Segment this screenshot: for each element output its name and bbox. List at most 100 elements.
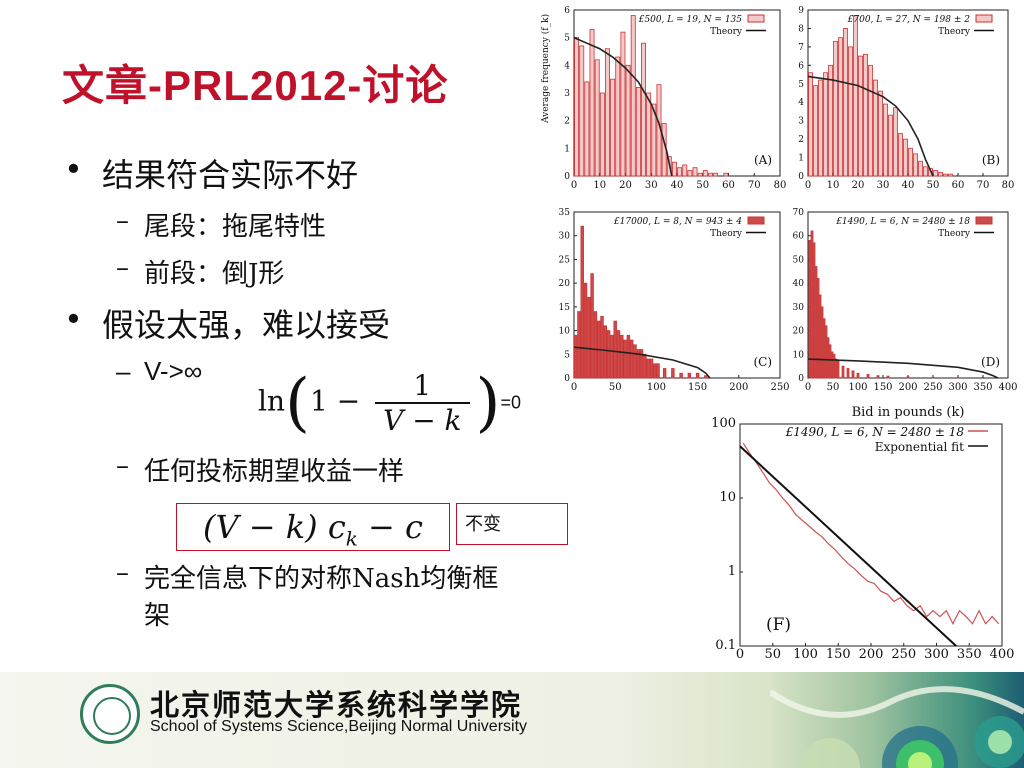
chart-2-bar xyxy=(633,344,637,379)
title-cn-2: 讨论 xyxy=(362,61,449,110)
chart-0-bar xyxy=(708,172,713,177)
chart-1-ytick-label: 8 xyxy=(798,24,804,34)
chart-0-xtick-label: 70 xyxy=(748,180,761,191)
formula-payoff-tail: − c xyxy=(357,508,423,546)
chart-0-xtick-label: 10 xyxy=(593,180,606,191)
chart-0-theory-line xyxy=(573,36,673,177)
chart-3-xtick-label: 100 xyxy=(848,382,867,393)
chart-0-bar xyxy=(702,170,708,177)
chart-2-bar xyxy=(679,372,683,379)
formula-payoff-sub: k xyxy=(345,526,358,551)
formula-minus: − xyxy=(336,384,361,418)
chart-0-xtick-label: 30 xyxy=(645,180,658,191)
chart-1-theory-line xyxy=(807,75,934,177)
chart-3-ytick-label: 40 xyxy=(793,279,805,289)
chart-0-bar xyxy=(594,59,600,177)
chart-2-ytick-label: 10 xyxy=(559,327,571,337)
chart-2-ytick-label: 5 xyxy=(564,350,570,360)
slide-title: 文章-PRL2012-讨论 xyxy=(62,52,448,113)
chart-2-legend-label: Theory xyxy=(710,229,743,239)
chart-1-bar xyxy=(933,170,938,177)
chart-3-xtick-label: 200 xyxy=(898,382,917,393)
sub-bullet-front: 前段：倒J形 xyxy=(64,253,504,290)
sub-bullet-tail: 尾段：拖尾特性 xyxy=(64,206,504,243)
chart-2-legend-swatch xyxy=(747,216,765,225)
chart-2-bar xyxy=(616,330,621,379)
chart-1-ytick-label: 1 xyxy=(798,154,804,164)
formula-fraction: 1 V − k xyxy=(375,369,470,437)
chart-2-ytick-label: 30 xyxy=(559,232,571,242)
chart-3-xlabel: Bid in pounds (k) xyxy=(852,405,965,420)
chart-4-xtick-label: 50 xyxy=(764,647,781,662)
chart-0-ytick-label: 0 xyxy=(564,172,570,182)
chart-3-bar xyxy=(851,370,855,379)
chart-1-xtick-label: 50 xyxy=(927,180,940,191)
chart-3-theory-line xyxy=(807,358,999,379)
chart-1-bar xyxy=(818,79,823,177)
chart-0-ytick-label: 1 xyxy=(564,144,570,154)
chart-0-ytick-label: 6 xyxy=(564,6,570,16)
formula-payoff: (V − k) ck − c xyxy=(176,503,450,551)
chart-0-bar xyxy=(646,92,652,177)
chart-3-ytick-label: 70 xyxy=(793,208,805,218)
formula-one: 1 xyxy=(309,384,328,418)
chart-2-bar xyxy=(687,372,692,379)
chart-3-bar xyxy=(876,375,880,379)
chart-1-bar xyxy=(948,173,953,177)
chart-1-panel-label: (B) xyxy=(982,153,1000,167)
chart-2-ytick-label: 0 xyxy=(564,374,570,384)
chart-4-series-1 xyxy=(739,445,957,647)
chart-0-bar xyxy=(589,28,595,177)
chart-3-bar xyxy=(886,375,890,379)
chart-2-ytick-label: 35 xyxy=(559,208,571,218)
chart-0-bar xyxy=(579,45,585,177)
chart-0-bar xyxy=(615,56,621,177)
chart-2-ytick-label: 25 xyxy=(559,255,571,265)
chart-2-bar xyxy=(656,363,660,379)
chart-3-bar xyxy=(866,374,870,379)
chart-1-bar xyxy=(833,40,838,177)
formula-note: 不变 xyxy=(456,503,568,545)
chart-4-xtick-label: 300 xyxy=(924,647,949,662)
chart-3-legend-swatch xyxy=(975,216,993,225)
sub-bullet-nash: 完全信息下的对称Nash均衡框架 xyxy=(64,558,504,632)
chart-2-bar xyxy=(613,320,617,379)
title-latin: -PRL2012- xyxy=(148,62,363,109)
chart-1-frame xyxy=(807,9,1009,177)
chart-2-xtick-label: 250 xyxy=(770,382,789,393)
chart-0-xtick-label: 50 xyxy=(696,180,709,191)
chart-1-ytick-label: 6 xyxy=(798,61,804,71)
chart-2-theory-line xyxy=(573,346,711,379)
chart-3-xtick-label: 400 xyxy=(998,382,1017,393)
chart-2-xtick-label: 200 xyxy=(729,382,748,393)
chart-0-bar xyxy=(630,15,636,177)
chart-1-bar xyxy=(853,15,858,177)
chart-0-xtick-label: 80 xyxy=(774,180,787,191)
chart-3-xtick-label: 150 xyxy=(873,382,892,393)
chart-1-ytick-label: 5 xyxy=(798,80,804,90)
chart-0-xtick-label: 0 xyxy=(571,180,577,191)
chart-1-xtick-label: 20 xyxy=(852,180,865,191)
chart-0-panel-label: (A) xyxy=(754,153,772,167)
chart-0-bar xyxy=(610,78,616,177)
chart-1-xtick-label: 80 xyxy=(1002,180,1015,191)
chart-1-xtick-label: 30 xyxy=(877,180,890,191)
formula-payoff-main: (V − k) c xyxy=(203,508,346,546)
chart-1-bar xyxy=(898,133,903,177)
chart-1-bar xyxy=(908,147,913,177)
university-name-en: School of Systems Science,Beijing Normal… xyxy=(150,718,528,735)
chart-1-bar xyxy=(913,153,918,177)
chart-3-xtick-label: 50 xyxy=(827,382,840,393)
chart-3-ytick-label: 10 xyxy=(793,350,805,360)
bullet-1: 结果符合实际不好 xyxy=(64,150,504,196)
chart-2-bar xyxy=(662,368,667,379)
chart-3-bar xyxy=(856,372,860,379)
chart-1-ytick-label: 3 xyxy=(798,117,804,127)
chart-4-xtick-label: 150 xyxy=(826,647,851,662)
chart-0-bar xyxy=(723,172,729,177)
chart-1-bar xyxy=(888,114,893,177)
chart-2-bar xyxy=(649,358,654,379)
chart-1-bar xyxy=(873,79,878,177)
footer-banner xyxy=(0,672,1024,768)
